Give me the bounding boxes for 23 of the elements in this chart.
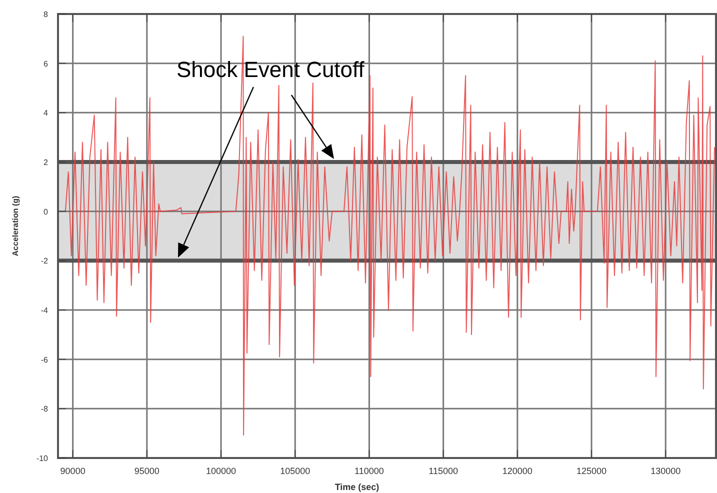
y-axis-title: Acceleration (g) [11,195,20,256]
x-tick-label: 125000 [576,466,607,476]
band-label: Shock Event Cutoff [176,57,366,82]
x-tick-label: 105000 [280,466,310,476]
x-tick-label: 90000 [60,466,86,476]
x-tick-label: 115000 [428,466,458,476]
y-tick-label: 4 [44,108,49,118]
y-tick-label: 8 [44,10,49,19]
line-series [64,36,716,436]
x-tick-label: 120000 [502,466,532,476]
y-tick-label: 2 [44,158,49,167]
y-tick-label: 6 [44,59,49,68]
x-tick-label: 95000 [134,466,160,476]
y-tick-label: -2 [40,256,49,266]
y-tick-label: -4 [40,306,49,315]
x-axis-title: Time (sec) [334,482,380,492]
y-tick-label: -8 [40,404,49,414]
x-tick-label: 110000 [354,466,384,476]
y-tick-label: -6 [40,355,49,364]
y-tick-label: -10 [36,454,49,463]
x-tick-label: 130000 [650,466,681,476]
x-tick-label: 100000 [206,466,236,476]
y-tick-label: 0 [44,207,49,216]
